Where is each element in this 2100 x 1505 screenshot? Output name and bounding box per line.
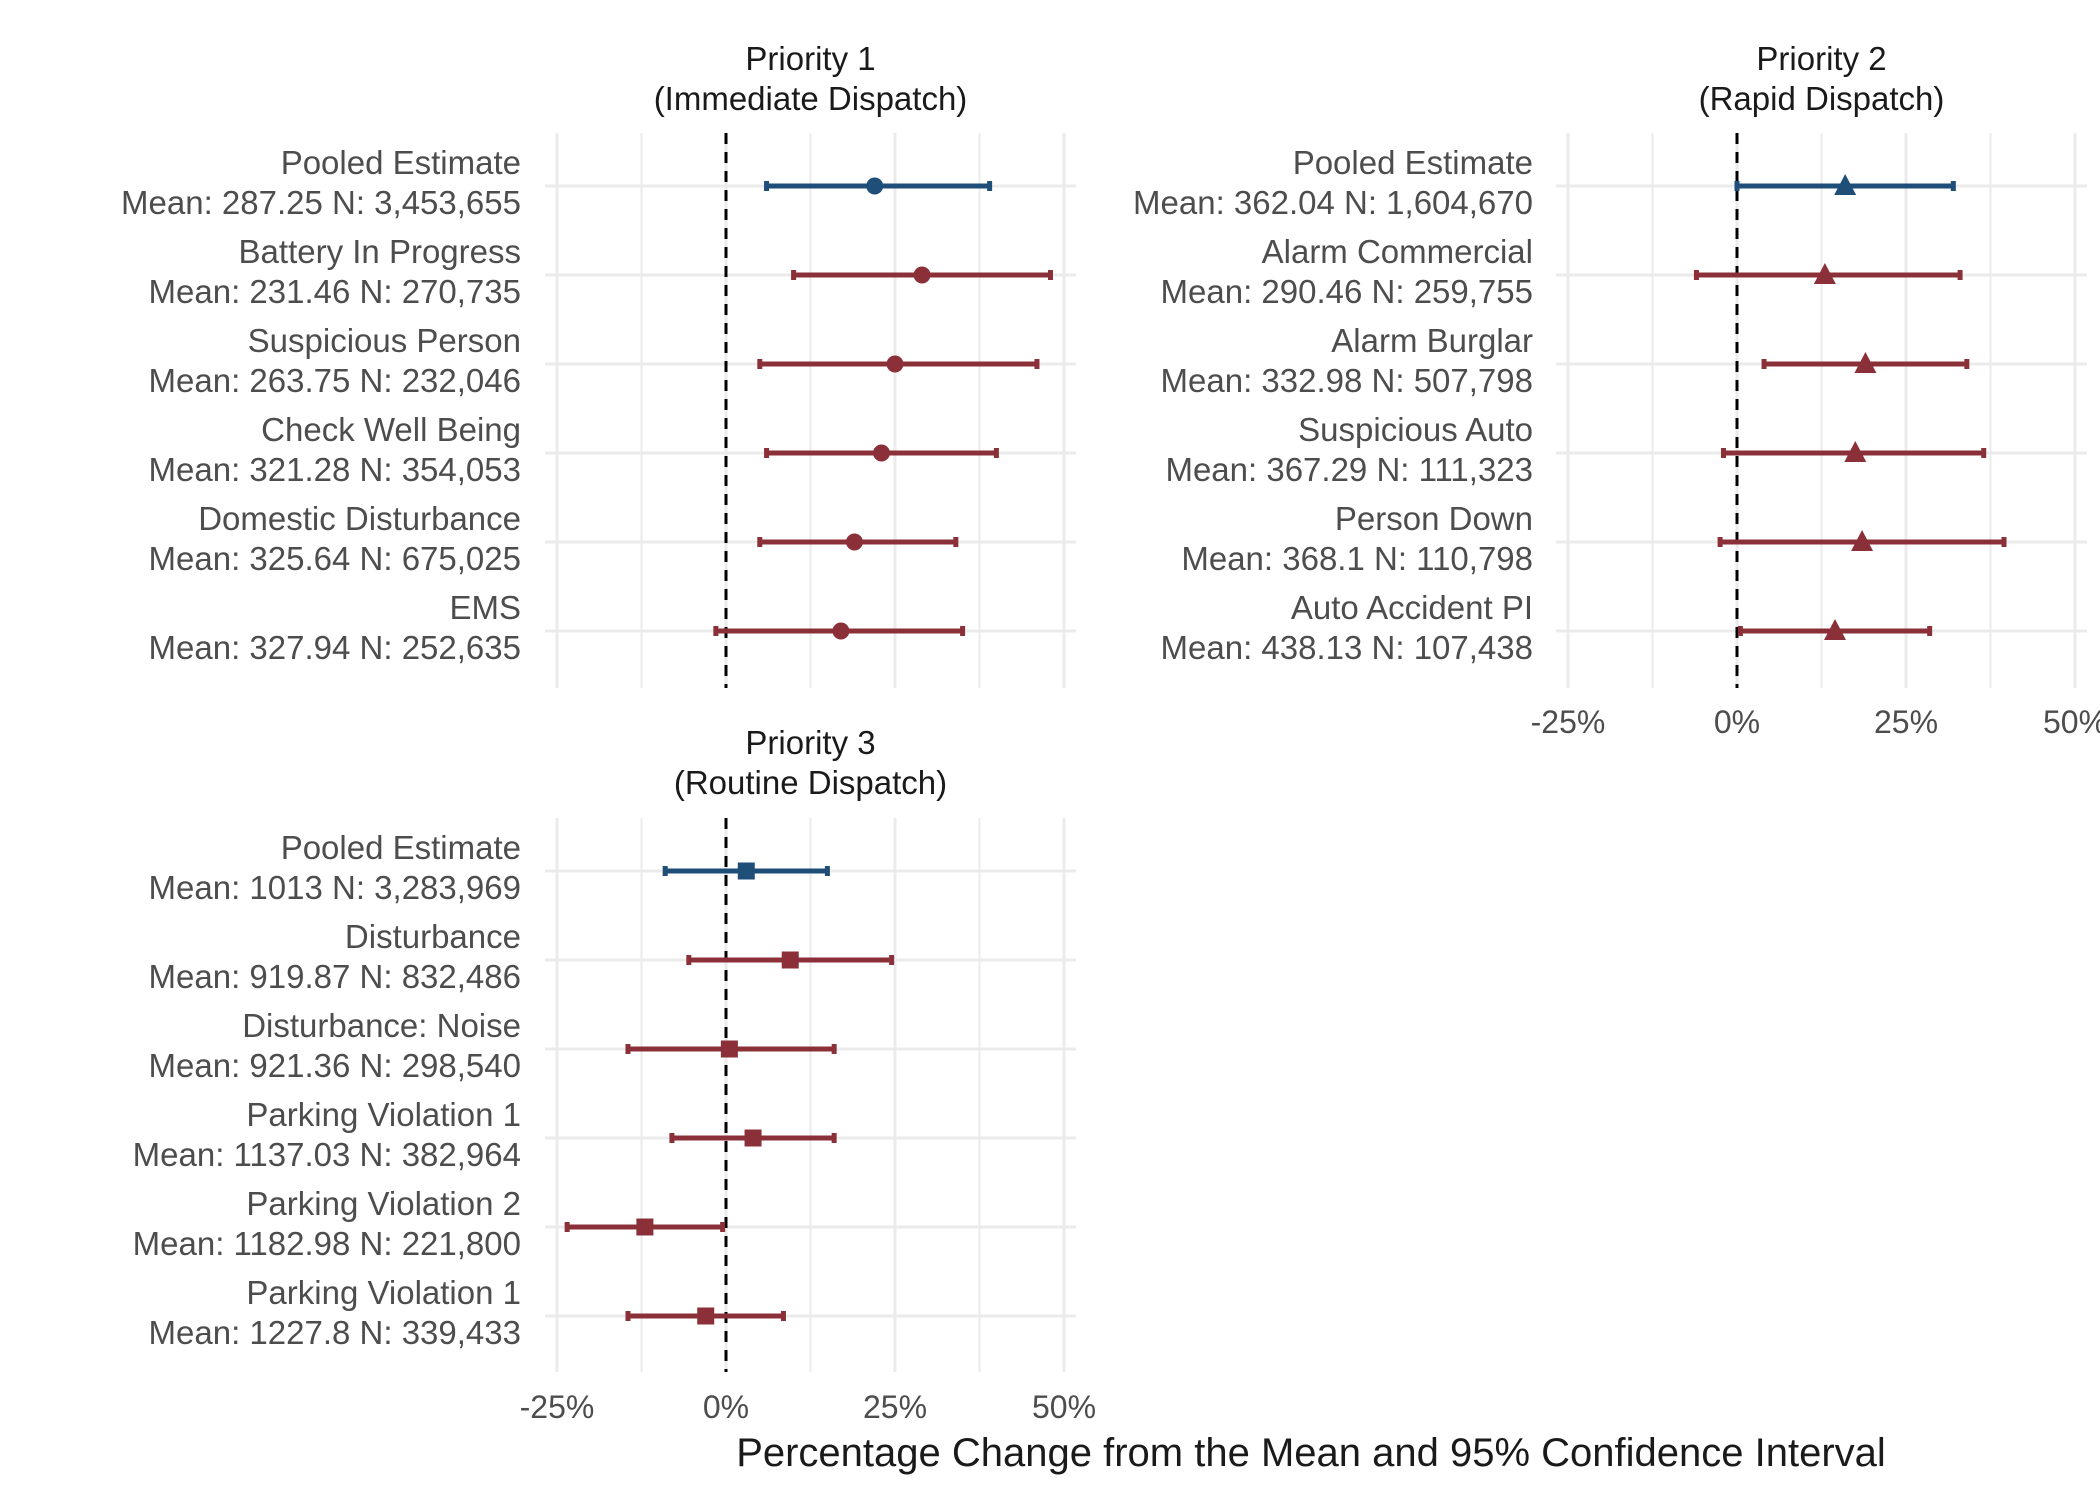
point-estimate-circle [866, 177, 884, 195]
row-sublabel: Mean: 1013 N: 3,283,969 [149, 869, 521, 906]
x-tick-label: 50% [1032, 1389, 1096, 1425]
row-label: Battery In Progress [239, 233, 521, 270]
row-label: Parking Violation 1 [246, 1096, 521, 1133]
row-label: Alarm Burglar [1331, 322, 1533, 359]
x-tick-label: 25% [1874, 704, 1938, 740]
point-estimate-triangle [1851, 530, 1874, 551]
row-label: Parking Violation 2 [246, 1185, 521, 1222]
row-label: Pooled Estimate [281, 829, 521, 866]
point-estimate-square [720, 1040, 738, 1058]
point-estimate-circle [913, 266, 931, 284]
x-axis-title: Percentage Change from the Mean and 95% … [736, 1431, 1886, 1475]
point-estimate-square [697, 1307, 715, 1325]
row-sublabel: Mean: 367.29 N: 111,323 [1165, 451, 1533, 488]
point-estimate-triangle [1854, 352, 1877, 373]
row-sublabel: Mean: 263.75 N: 232,046 [149, 362, 521, 399]
row-sublabel: Mean: 362.04 N: 1,604,670 [1133, 184, 1533, 221]
row-sublabel: Mean: 327.94 N: 252,635 [149, 629, 521, 666]
point-estimate-square [737, 862, 755, 880]
row-label: Person Down [1335, 500, 1533, 537]
row-label: Disturbance: Noise [242, 1007, 521, 1044]
point-estimate-triangle [1844, 441, 1867, 462]
row-label: Alarm Commercial [1262, 233, 1533, 270]
row-sublabel: Mean: 919.87 N: 832,486 [149, 958, 521, 995]
panel-subtitle: (Immediate Dispatch) [654, 80, 968, 117]
point-estimate-square [781, 951, 799, 969]
row-sublabel: Mean: 287.25 N: 3,453,655 [121, 184, 521, 221]
row-label: Domestic Disturbance [198, 500, 521, 537]
point-estimate-triangle [1813, 263, 1836, 284]
point-estimate-triangle [1834, 174, 1857, 195]
panel-subtitle: (Rapid Dispatch) [1699, 80, 1945, 117]
row-sublabel: Mean: 231.46 N: 270,735 [149, 273, 521, 310]
x-tick-label: 25% [863, 1389, 927, 1425]
point-estimate-circle [845, 533, 863, 551]
point-estimate-square [636, 1218, 654, 1236]
x-tick-label: -25% [520, 1389, 595, 1425]
row-sublabel: Mean: 332.98 N: 507,798 [1161, 362, 1533, 399]
panel-title: Priority 2 [1756, 40, 1886, 77]
row-sublabel: Mean: 1227.8 N: 339,433 [149, 1314, 521, 1351]
x-tick-label: 0% [703, 1389, 749, 1425]
row-label: Check Well Being [261, 411, 521, 448]
row-sublabel: Mean: 368.1 N: 110,798 [1181, 540, 1533, 577]
row-sublabel: Mean: 325.64 N: 675,025 [149, 540, 521, 577]
row-label: Suspicious Person [248, 322, 521, 359]
row-sublabel: Mean: 1137.03 N: 382,964 [133, 1136, 521, 1173]
row-sublabel: Mean: 921.36 N: 298,540 [149, 1047, 521, 1084]
row-label: Disturbance [345, 918, 521, 955]
x-tick-label: 0% [1714, 704, 1760, 740]
x-tick-label: 50% [2043, 704, 2100, 740]
row-label: Auto Accident PI [1291, 589, 1533, 626]
row-label: Parking Violation 1 [246, 1274, 521, 1311]
row-sublabel: Mean: 438.13 N: 107,438 [1161, 629, 1533, 666]
row-label: Pooled Estimate [281, 144, 521, 181]
point-estimate-circle [886, 355, 904, 373]
x-tick-label: -25% [1531, 704, 1606, 740]
point-estimate-circle [872, 444, 890, 462]
point-estimate-triangle [1824, 619, 1847, 640]
row-label: Suspicious Auto [1298, 411, 1533, 448]
point-estimate-square [744, 1129, 762, 1147]
row-label: EMS [449, 589, 521, 626]
panel-subtitle: (Routine Dispatch) [674, 764, 947, 801]
panel-title: Priority 1 [745, 40, 875, 77]
row-label: Pooled Estimate [1293, 144, 1533, 181]
panel-title: Priority 3 [745, 724, 875, 761]
row-sublabel: Mean: 321.28 N: 354,053 [149, 451, 521, 488]
row-sublabel: Mean: 1182.98 N: 221,800 [133, 1225, 521, 1262]
point-estimate-circle [832, 622, 850, 640]
row-sublabel: Mean: 290.46 N: 259,755 [1161, 273, 1533, 310]
